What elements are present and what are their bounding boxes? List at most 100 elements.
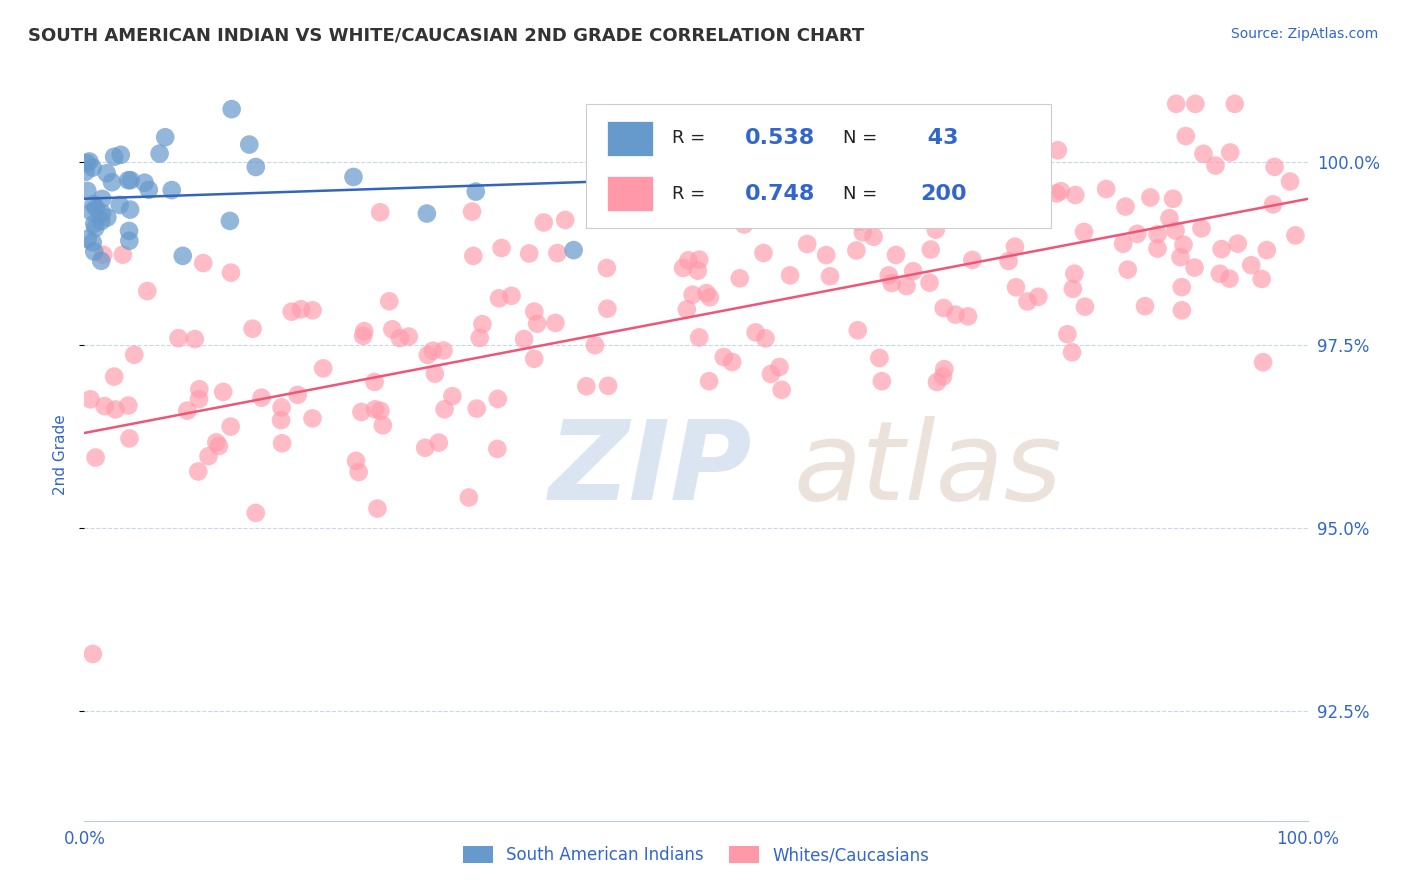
Point <box>82 647 104 661</box>
Point <box>82 235 104 250</box>
Point <box>111 247 134 261</box>
Point <box>868 351 890 365</box>
Point <box>562 243 585 257</box>
Point <box>1170 250 1192 264</box>
Point <box>685 141 707 155</box>
Point <box>554 213 576 227</box>
Point <box>120 202 142 217</box>
Point <box>1256 243 1278 257</box>
Point <box>108 198 131 212</box>
Text: 0.748: 0.748 <box>745 184 815 203</box>
Point <box>176 403 198 417</box>
Point <box>544 316 567 330</box>
Point <box>752 246 775 260</box>
Point <box>353 324 375 338</box>
Point <box>378 294 401 309</box>
Point <box>1159 211 1181 226</box>
Point <box>110 148 132 162</box>
Point <box>925 222 948 236</box>
Point <box>301 303 323 318</box>
Point <box>433 402 456 417</box>
Point <box>219 266 242 280</box>
Point <box>1026 290 1049 304</box>
Point <box>280 304 302 318</box>
Point <box>1226 236 1249 251</box>
Point <box>82 161 104 175</box>
Point <box>76 184 98 198</box>
Point <box>546 246 568 260</box>
Point <box>84 201 107 215</box>
Point <box>863 163 886 178</box>
Point <box>1279 174 1302 188</box>
Point <box>672 260 695 275</box>
Text: 200: 200 <box>920 184 966 203</box>
Point <box>526 317 548 331</box>
Text: atlas: atlas <box>794 416 1063 523</box>
Point <box>96 166 118 180</box>
Point <box>90 214 112 228</box>
Point <box>388 331 411 345</box>
Point <box>187 392 209 406</box>
Point <box>700 205 723 219</box>
Point <box>523 351 546 366</box>
Point <box>91 192 114 206</box>
Point <box>187 465 209 479</box>
Point <box>416 206 439 220</box>
Point <box>457 491 479 505</box>
Point <box>90 253 112 268</box>
Point <box>868 206 890 220</box>
Point <box>75 165 97 179</box>
Point <box>370 404 392 418</box>
Point <box>1173 237 1195 252</box>
Point <box>138 183 160 197</box>
Point <box>754 331 776 345</box>
Text: Source: ZipAtlas.com: Source: ZipAtlas.com <box>1230 27 1378 41</box>
Point <box>934 362 956 376</box>
Point <box>366 501 388 516</box>
Point <box>432 343 454 358</box>
Point <box>1146 227 1168 242</box>
Point <box>533 215 555 229</box>
Point <box>870 374 893 388</box>
Point <box>707 198 730 212</box>
Point <box>218 214 240 228</box>
Point <box>212 384 235 399</box>
Point <box>134 176 156 190</box>
Point <box>1017 294 1039 309</box>
Point <box>678 253 700 268</box>
Point <box>1060 345 1083 359</box>
Point <box>312 361 335 376</box>
Point <box>270 401 292 415</box>
Point <box>1112 236 1135 251</box>
Point <box>707 192 730 206</box>
Point <box>471 317 494 331</box>
Point <box>167 331 190 345</box>
Point <box>686 263 709 277</box>
Point <box>117 399 139 413</box>
Point <box>491 241 513 255</box>
Point <box>818 269 841 284</box>
Point <box>416 348 439 362</box>
Point <box>83 244 105 259</box>
Point <box>1240 258 1263 272</box>
Point <box>464 185 486 199</box>
Point <box>104 402 127 417</box>
Point <box>155 130 177 145</box>
Point <box>344 454 367 468</box>
Point <box>852 225 875 239</box>
Point <box>205 435 228 450</box>
Point <box>1218 271 1240 285</box>
Point <box>643 158 665 172</box>
Point <box>93 399 115 413</box>
Point <box>1170 280 1192 294</box>
Point <box>1004 240 1026 254</box>
Point <box>118 432 141 446</box>
Point <box>352 329 374 343</box>
Point <box>728 271 751 285</box>
Point <box>79 392 101 407</box>
Point <box>583 338 606 352</box>
Point <box>695 286 717 301</box>
Point <box>1261 197 1284 211</box>
Point <box>1064 188 1087 202</box>
Point <box>101 175 124 189</box>
